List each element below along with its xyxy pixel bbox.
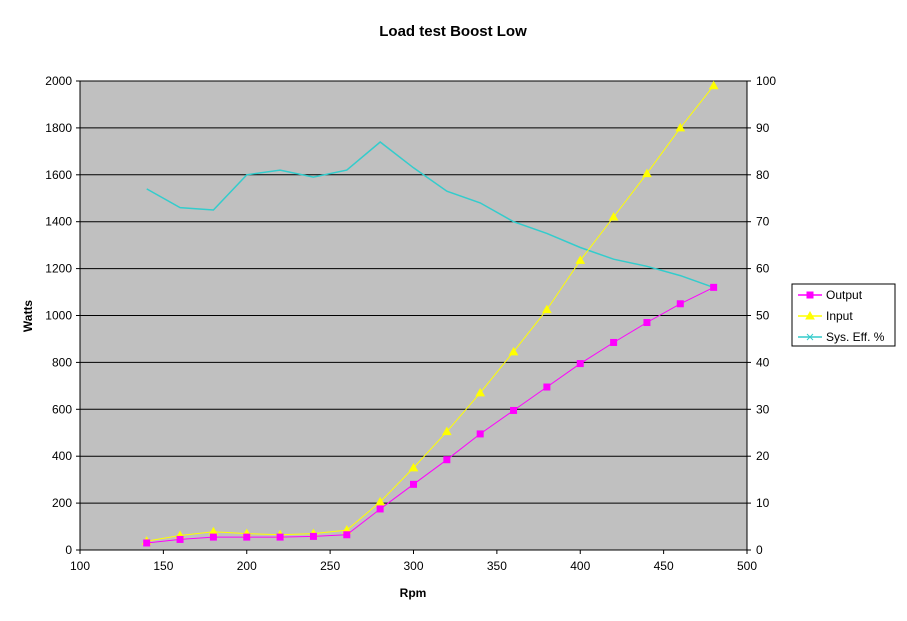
y-tick-label: 1200 bbox=[45, 262, 72, 276]
data-point-input bbox=[708, 80, 719, 90]
y-tick-label: 600 bbox=[52, 402, 72, 416]
x-tick-label: 500 bbox=[737, 559, 757, 573]
data-point-output bbox=[643, 319, 651, 327]
data-point-output bbox=[376, 505, 384, 513]
data-point-input bbox=[508, 346, 519, 356]
data-point-output bbox=[143, 539, 151, 547]
y-tick-label: 1800 bbox=[45, 121, 72, 135]
data-point-input bbox=[675, 122, 686, 132]
legend-marker bbox=[806, 333, 814, 341]
x-tick-label: 200 bbox=[237, 559, 257, 573]
legend-label: Output bbox=[826, 288, 863, 302]
data-point-output bbox=[243, 533, 251, 541]
y2-tick-label: 30 bbox=[756, 402, 770, 416]
data-point-output bbox=[476, 430, 484, 438]
y2-tick-label: 50 bbox=[756, 309, 770, 323]
data-point-output bbox=[610, 338, 618, 346]
y-axis-right-ticks: 0 10 20 30 40 50 60 70 80 90 100 bbox=[747, 74, 776, 557]
y2-tick-label: 100 bbox=[756, 74, 776, 88]
y2-tick-label: 40 bbox=[756, 355, 770, 369]
y2-tick-label: 80 bbox=[756, 168, 770, 182]
legend-item-input: Input bbox=[798, 309, 853, 323]
data-point-output bbox=[510, 406, 518, 414]
y-tick-label: 1000 bbox=[45, 309, 72, 323]
data-point-output bbox=[176, 535, 184, 543]
x-tick-label: 400 bbox=[570, 559, 590, 573]
y-tick-label: 400 bbox=[52, 449, 72, 463]
data-point-input bbox=[642, 168, 652, 178]
y-tick-label: 1600 bbox=[45, 168, 72, 182]
series-layer bbox=[141, 80, 719, 547]
series-line-input bbox=[146, 85, 714, 542]
chart-title: Load test Boost Low bbox=[379, 23, 527, 40]
data-point-output bbox=[343, 531, 351, 539]
x-tick-label: 250 bbox=[320, 559, 340, 573]
x-tick-label: 100 bbox=[70, 559, 90, 573]
data-point-input bbox=[608, 212, 619, 221]
y-tick-label: 0 bbox=[65, 543, 72, 557]
data-point-input bbox=[441, 426, 452, 436]
data-point-output bbox=[576, 360, 584, 368]
series-line-output bbox=[146, 286, 714, 544]
legend: Output Input Sys. Eff. % bbox=[791, 283, 896, 347]
legend-label: Input bbox=[826, 309, 853, 323]
x-tick-label: 450 bbox=[654, 559, 674, 573]
y-tick-label: 200 bbox=[52, 496, 72, 510]
y-tick-label: 800 bbox=[52, 355, 72, 369]
y2-tick-label: 60 bbox=[756, 262, 770, 276]
y2-tick-label: 0 bbox=[756, 543, 763, 557]
legend-item-output: Output bbox=[798, 288, 863, 302]
legend-marker bbox=[805, 310, 815, 320]
data-point-input bbox=[375, 496, 386, 506]
x-tick-label: 300 bbox=[403, 559, 423, 573]
y2-tick-label: 70 bbox=[756, 215, 770, 229]
y-axis-label: Watts bbox=[21, 300, 35, 333]
data-point-output bbox=[276, 533, 284, 541]
y2-tick-label: 90 bbox=[756, 121, 770, 135]
y-axis-left-ticks: 0 200 400 600 800 1000 1200 1400 1600 1800 2000 bbox=[45, 74, 80, 557]
data-point-output bbox=[443, 456, 451, 464]
y-tick-label: 2000 bbox=[45, 74, 72, 88]
x-tick-label: 350 bbox=[487, 559, 507, 573]
data-point-input bbox=[408, 462, 419, 472]
x-axis-ticks: 100 150 200 250 300 350 400 450 500 bbox=[70, 550, 757, 573]
series-output bbox=[143, 283, 718, 547]
data-point-output bbox=[410, 480, 417, 488]
gridlines bbox=[80, 80, 747, 504]
legend-item-sys-eff: Sys. Eff. % bbox=[798, 330, 885, 344]
legend-label: Sys. Eff. % bbox=[826, 330, 885, 344]
data-point-output bbox=[209, 533, 217, 541]
data-point-output bbox=[676, 300, 684, 308]
data-point-output bbox=[710, 283, 718, 291]
data-point-input bbox=[475, 387, 486, 397]
y-tick-label: 1400 bbox=[45, 215, 72, 229]
x-tick-label: 150 bbox=[153, 559, 173, 573]
y2-tick-label: 10 bbox=[756, 496, 770, 510]
x-axis-label: Rpm bbox=[400, 586, 427, 600]
series-input bbox=[141, 80, 719, 545]
data-point-input bbox=[542, 304, 552, 314]
series-line-sys-eff bbox=[146, 141, 714, 289]
y2-tick-label: 20 bbox=[756, 449, 770, 463]
data-point-output bbox=[543, 383, 551, 391]
data-point-input bbox=[575, 255, 586, 264]
legend-marker bbox=[806, 291, 814, 299]
data-point-output bbox=[309, 532, 317, 540]
